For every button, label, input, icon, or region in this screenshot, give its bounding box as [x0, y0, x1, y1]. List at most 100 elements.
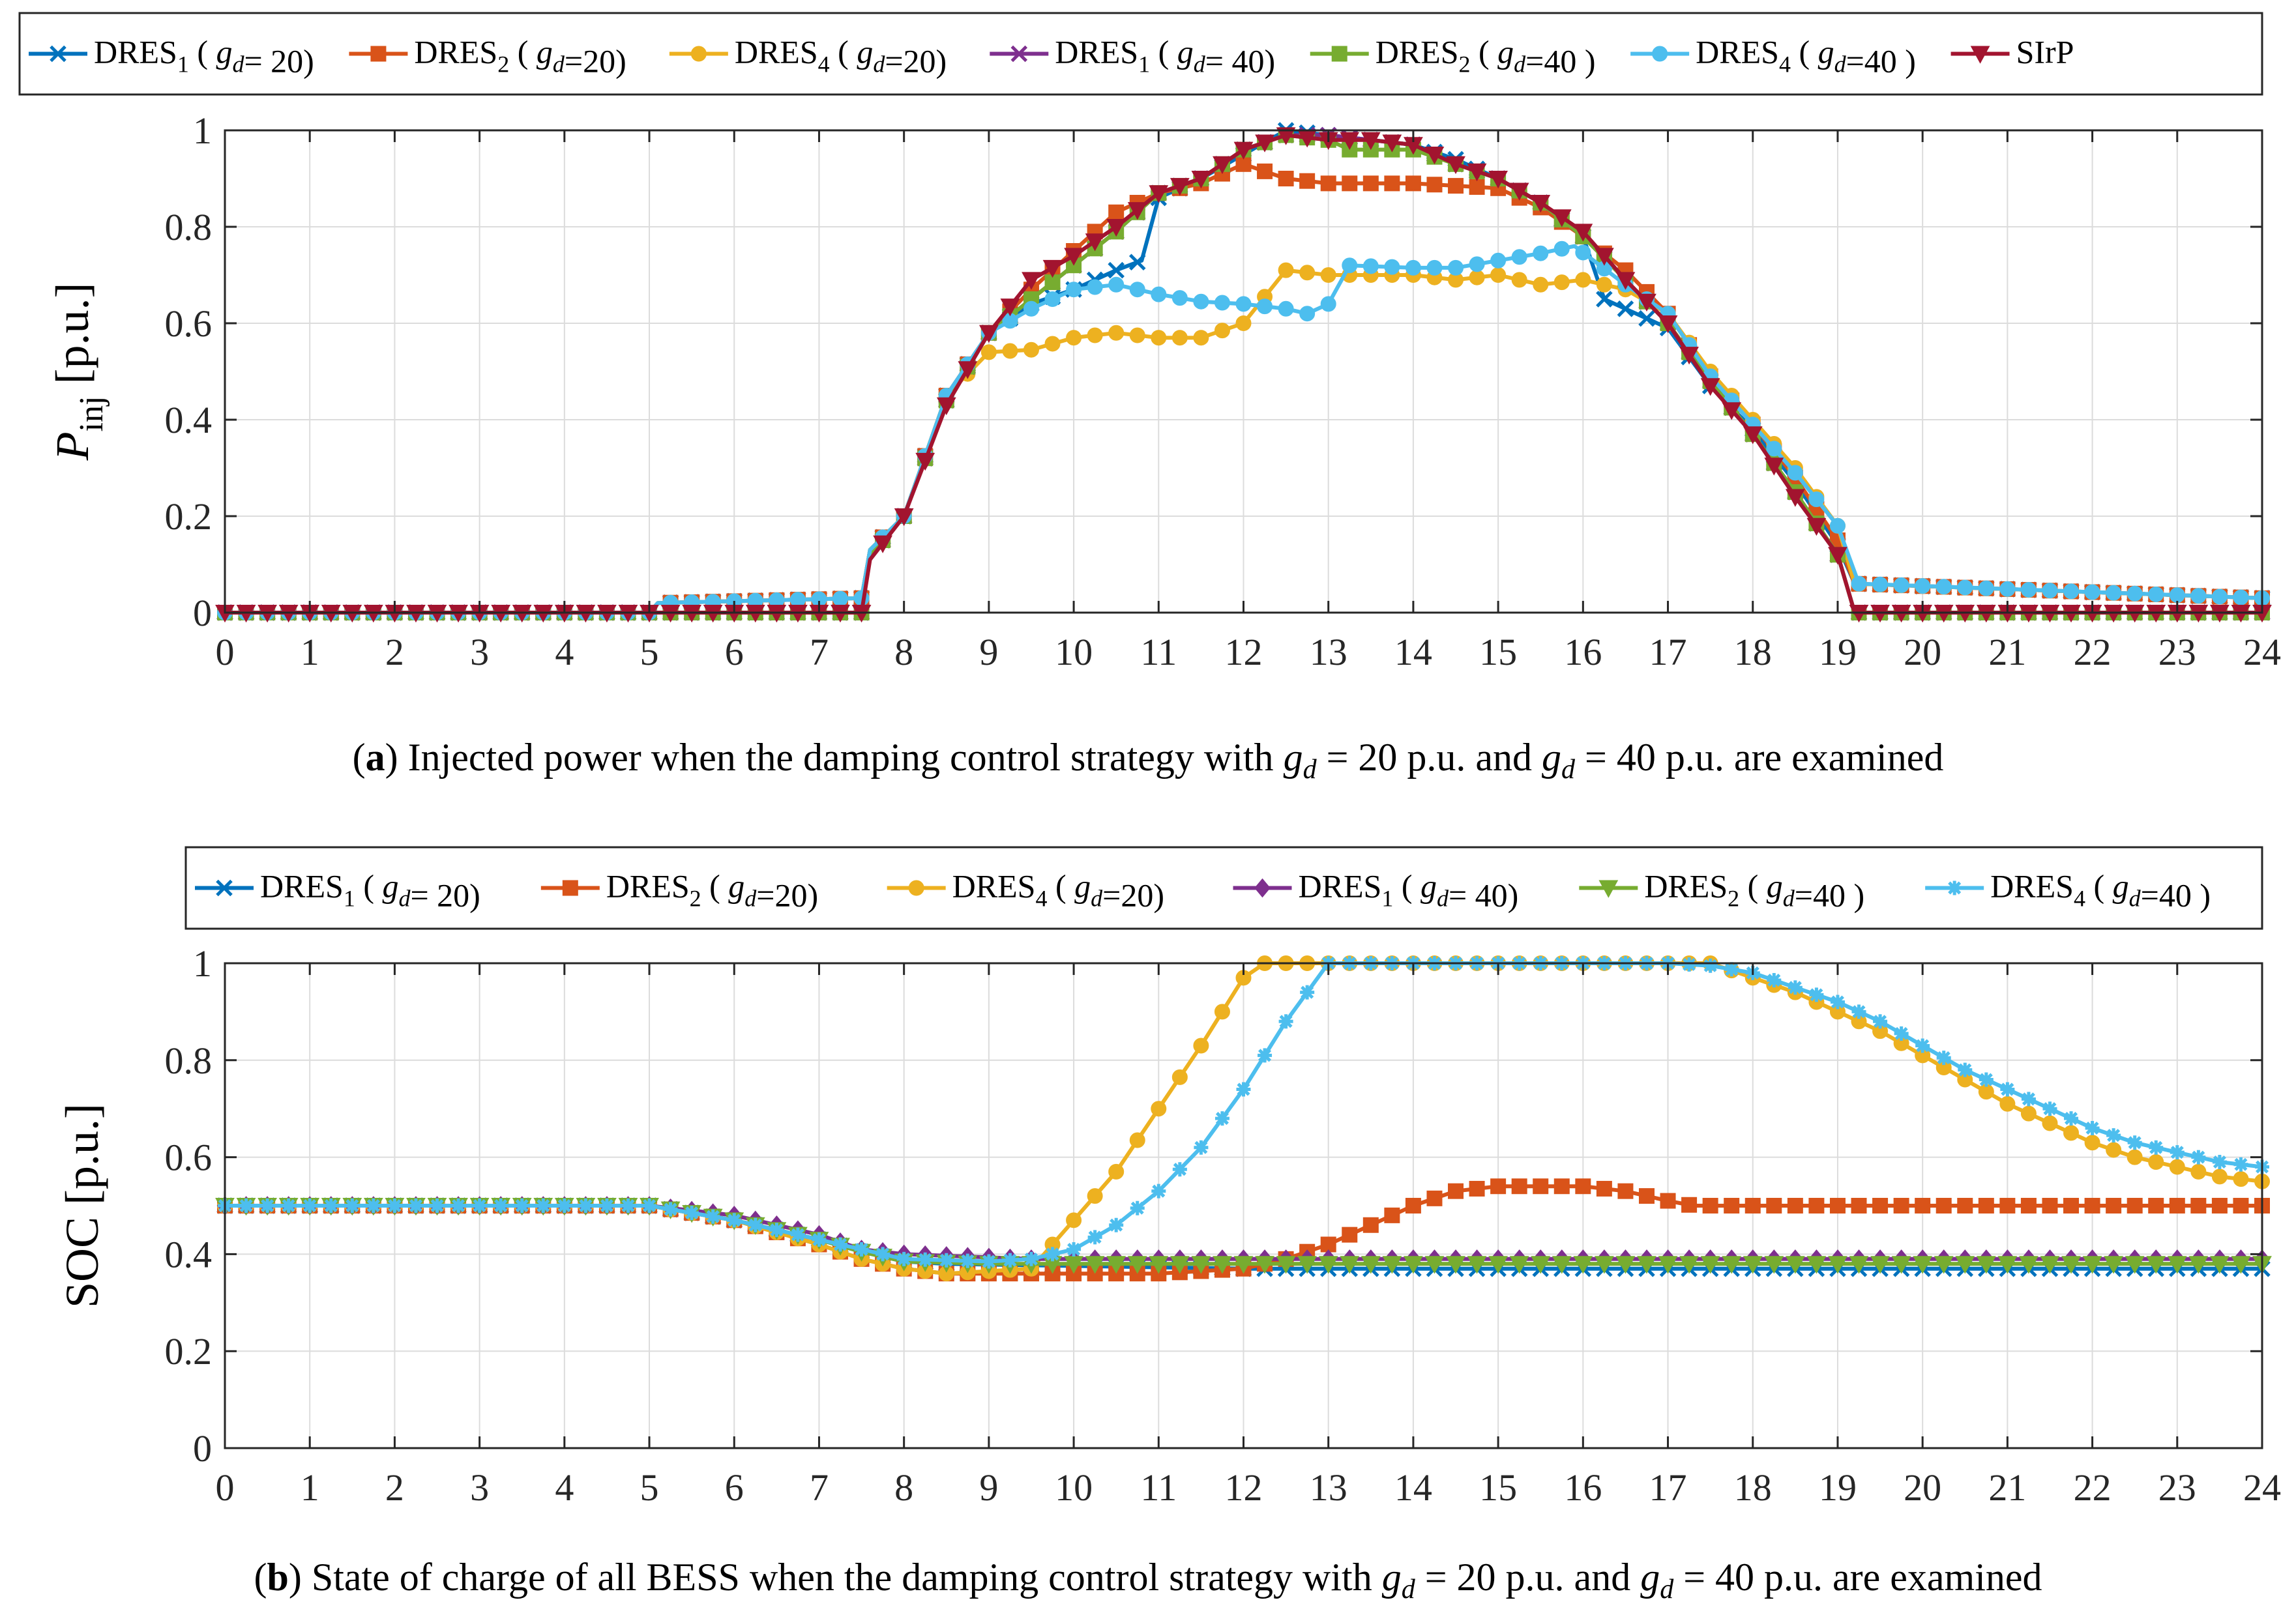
- x-tick-label: 4: [555, 631, 574, 673]
- data-point-marker: [1320, 175, 1336, 192]
- data-point-marker: [1808, 491, 1825, 508]
- y-tick-label: 0.8: [165, 1039, 213, 1082]
- data-point-marker: [1405, 175, 1421, 192]
- data-point-marker: [2042, 1101, 2057, 1116]
- x-tick-label: 6: [725, 631, 744, 673]
- y-tick-label: 0.8: [165, 206, 213, 248]
- x-tick-label: 19: [1819, 1466, 1857, 1509]
- data-point-marker: [1128, 254, 1146, 271]
- data-point-marker: [2211, 1169, 2228, 1185]
- data-point-marker: [387, 1199, 402, 1213]
- legend-label: DRES4 ( gd=40 ): [1696, 34, 1916, 80]
- x-tick-label: 23: [2158, 1466, 2196, 1509]
- data-point-marker: [1276, 127, 1296, 145]
- data-point-marker: [1787, 1198, 1803, 1213]
- data-point-marker: [1362, 175, 1379, 192]
- data-point-marker: [1193, 330, 1209, 346]
- y-tick-label: 0.2: [165, 1330, 213, 1373]
- data-point-marker: [1511, 272, 1527, 288]
- data-point-marker: [1490, 252, 1507, 269]
- data-point-marker: [894, 508, 914, 527]
- x-tick-label: 17: [1649, 1466, 1687, 1509]
- data-point-marker: [1787, 465, 1803, 481]
- data-point-marker: [2063, 1198, 2080, 1213]
- data-point-marker: [1638, 310, 1655, 327]
- data-point-marker: [896, 1251, 911, 1266]
- data-point-marker: [684, 1206, 699, 1221]
- data-point-marker: [1236, 1082, 1251, 1097]
- data-point-marker: [1193, 1038, 1209, 1054]
- x-tick-label: 19: [1819, 631, 1857, 673]
- data-point-marker: [1682, 957, 1697, 972]
- legend-label: DRES4 ( gd=20): [952, 868, 1164, 914]
- data-point-marker: [790, 1227, 805, 1242]
- data-point-marker: [1171, 1069, 1188, 1085]
- legend-item: DRES2 ( gd=40 ): [1310, 34, 1596, 80]
- data-point-marker: [1873, 1014, 1888, 1029]
- data-point-marker: [1362, 258, 1379, 274]
- data-point-marker: [1233, 1256, 1254, 1274]
- data-point-marker: [1299, 306, 1316, 322]
- data-point-marker: [2104, 1256, 2124, 1274]
- data-point-marker: [1109, 1217, 1124, 1232]
- data-point-marker: [2127, 1198, 2143, 1213]
- data-point-marker: [2063, 1125, 2080, 1141]
- data-point-marker: [1108, 276, 1125, 293]
- data-point-marker: [1999, 1096, 2016, 1112]
- caption-a-g1: g: [1284, 736, 1303, 779]
- data-point-marker: [876, 1247, 890, 1262]
- data-point-marker: [1575, 1178, 1591, 1195]
- y-axis-label-unit: [p.u.]: [46, 283, 98, 396]
- data-point-marker: [1851, 575, 1867, 592]
- legend-label: DRES2 ( gd=40 ): [1376, 34, 1596, 80]
- data-point-marker: [451, 1199, 466, 1213]
- plot-a: 0 1 2 3 4 5 6 7 8 9 10 11 12 13 14 15 16 17 18 19 20 21 22 23 24…: [46, 109, 2281, 673]
- x-tick-label: 9: [979, 631, 998, 673]
- x-tick-label: 6: [725, 1466, 744, 1509]
- caption-a-close: ): [385, 736, 398, 779]
- caption-b-close: ): [289, 1556, 302, 1599]
- data-point-marker: [1384, 175, 1400, 192]
- data-point-marker: [1615, 1256, 1636, 1274]
- data-point-marker: [1044, 336, 1061, 352]
- caption-b-tag: b: [267, 1556, 288, 1599]
- data-point-marker: [1278, 300, 1294, 317]
- x-tick-label: 16: [1564, 631, 1602, 673]
- x-tick-label: 21: [1988, 1466, 2026, 1509]
- data-point-marker: [1764, 1256, 1784, 1274]
- data-point-marker: [1658, 1256, 1678, 1274]
- data-point-marker: [1785, 489, 1805, 507]
- caption-a-post: = 40 p.u. are examined: [1575, 736, 1943, 779]
- data-point-marker: [2020, 1198, 2037, 1213]
- data-point-marker: [2000, 1082, 2015, 1097]
- legend-item: DRES1 ( gd= 40): [1233, 868, 1518, 914]
- y-axis-label-a: Pinj [p.u.]: [46, 283, 110, 461]
- data-point-marker: [1362, 1217, 1379, 1233]
- data-point-marker: [345, 1199, 360, 1213]
- data-point-marker: [1085, 233, 1105, 252]
- data-point-marker: [1700, 378, 1720, 396]
- data-point-marker: [979, 325, 999, 343]
- data-point-marker: [1129, 282, 1145, 298]
- x-tick-label: 0: [216, 1466, 235, 1509]
- data-point-marker: [2233, 1171, 2249, 1187]
- data-point-marker: [2042, 583, 2058, 599]
- data-point-marker: [1108, 204, 1125, 220]
- data-point-marker: [1405, 1198, 1421, 1213]
- data-point-marker: [1957, 579, 1973, 596]
- data-point-marker: [1278, 262, 1294, 278]
- data-point-marker: [1171, 290, 1188, 306]
- data-point-marker: [366, 1199, 381, 1213]
- data-point-marker: [1490, 267, 1507, 283]
- data-point-marker: [1446, 1256, 1465, 1274]
- data-point-marker: [2125, 1256, 2145, 1274]
- data-point-marker: [1915, 1038, 1930, 1053]
- data-point-marker: [1851, 1004, 1866, 1019]
- data-point-marker: [1171, 330, 1188, 346]
- data-point-marker: [1533, 1178, 1549, 1195]
- data-point-marker: [1044, 291, 1061, 307]
- data-point-marker: [1087, 1188, 1103, 1204]
- data-point-marker: [1342, 257, 1358, 274]
- data-point-marker: [1830, 995, 1845, 1010]
- data-point-marker: [2169, 1159, 2185, 1175]
